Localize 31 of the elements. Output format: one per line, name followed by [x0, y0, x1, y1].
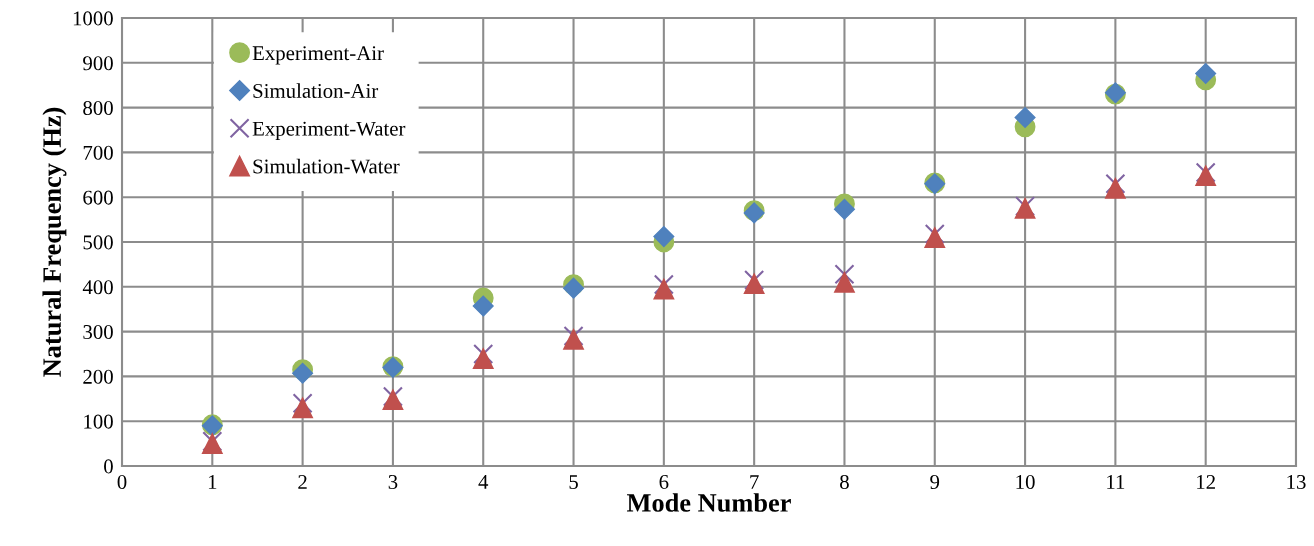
x-tick-label: 1 — [208, 475, 217, 489]
y-tick-label: 200 — [83, 369, 113, 384]
legend-label: Simulation-Air — [253, 83, 379, 98]
x-tick-label: 3 — [388, 474, 398, 489]
y-tick-label: 0 — [104, 459, 113, 474]
x-tick-label: 0 — [117, 474, 127, 489]
x-tick-label: 10 — [1016, 474, 1035, 489]
x-tick-label: 7 — [750, 475, 759, 489]
x-tick-label: 13 — [1287, 474, 1306, 489]
y-tick-label: 800 — [83, 100, 113, 116]
legend-label: Simulation-Water — [253, 158, 400, 174]
y-tick-label: 500 — [83, 235, 113, 250]
y-tick-label: 700 — [83, 145, 113, 160]
x-tick-label: 2 — [298, 474, 307, 489]
y-tick-label: 1000 — [73, 11, 113, 26]
y-tick-label: 400 — [82, 280, 113, 295]
y-tick-label: 100 — [84, 414, 113, 429]
x-tick-label: 11 — [1107, 475, 1125, 489]
y-tick-label: 600 — [83, 190, 113, 205]
x-axis-title: Mode Number — [627, 493, 791, 512]
x-tick-label: 12 — [1197, 474, 1215, 489]
y-tick-label: 300 — [83, 324, 113, 340]
legend-label: Experiment-Air — [252, 46, 384, 65]
x-tick-label: 9 — [930, 474, 940, 489]
x-tick-label: 6 — [659, 474, 669, 489]
x-tick-label: 4 — [478, 475, 489, 489]
x-tick-label: 8 — [840, 474, 849, 489]
y-tick-label: 900 — [83, 56, 113, 71]
y-axis-title: Natural Frequency (Hz) — [42, 107, 67, 377]
x-tick-label: 5 — [569, 475, 578, 489]
legend-label: Experiment-Water — [252, 121, 406, 140]
